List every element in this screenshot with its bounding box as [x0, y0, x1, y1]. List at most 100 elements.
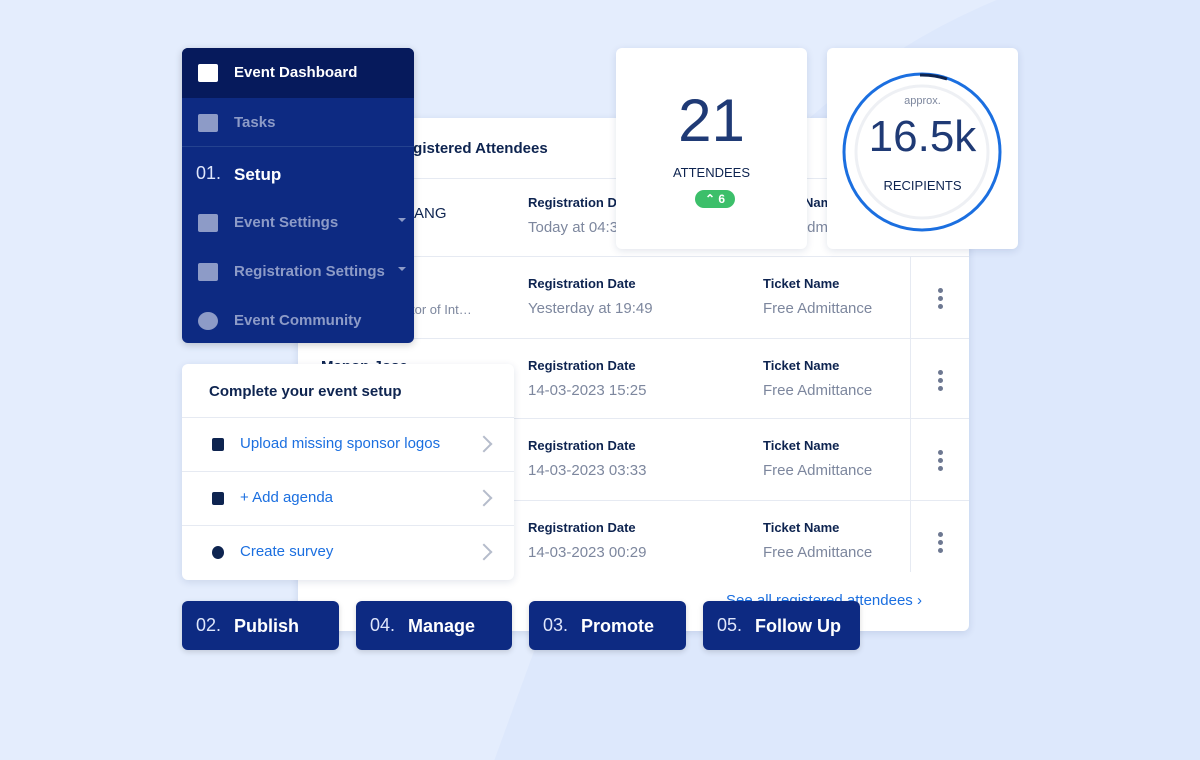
ticket-label: Ticket Name [763, 276, 840, 291]
date-label: Registration Date [528, 195, 636, 210]
icon [198, 214, 218, 232]
dot [938, 540, 943, 545]
dot [938, 532, 943, 537]
ticket-value: Free Admittance [763, 382, 873, 399]
nav-item[interactable]: 01. Setup [182, 148, 414, 197]
dot [938, 378, 943, 383]
page: Registered Attendees ANG Registration Dat… [182, 48, 1018, 650]
step-button[interactable]: 03. Promote [529, 601, 686, 650]
nav-item[interactable]: Registration Settings [182, 247, 414, 296]
caret [398, 218, 406, 226]
dot [938, 296, 943, 301]
step-number: 03. [543, 615, 569, 635]
step-number: 02. [196, 615, 222, 635]
step-button[interactable]: 04. Manage [356, 601, 512, 650]
date-label: Registration Date [528, 520, 636, 535]
ring-tick [919, 73, 948, 81]
setup-item[interactable]: Create survey [182, 525, 514, 580]
setup-card: Complete your event setup Upload missing… [182, 364, 514, 580]
attendees-stat: 21 ATTENDEES ⌃ 6 [616, 48, 807, 249]
nav-item[interactable]: Tasks [182, 98, 414, 147]
icon [212, 546, 224, 559]
note: approx. [904, 95, 941, 107]
date-value: 14-03-2023 15:25 [528, 382, 647, 399]
attendee-name: ANG [414, 205, 447, 222]
dot [938, 450, 943, 455]
nav-item[interactable]: Event Settings [182, 198, 414, 247]
chevron [475, 543, 493, 561]
chevron [475, 435, 493, 453]
step-label: Manage [408, 616, 476, 636]
stat-label: ATTENDEES [672, 165, 751, 180]
stat-label: RECIPIENTS [883, 178, 962, 193]
nav-item[interactable]: Event Community [182, 296, 414, 343]
icon [198, 64, 218, 82]
ticket-label: Ticket Name [763, 438, 840, 453]
date-label: Registration Date [528, 276, 636, 291]
ring [842, 72, 1002, 232]
stat-value: 21 [678, 87, 745, 154]
dot [938, 548, 943, 553]
dot [938, 466, 943, 471]
attendee-row: Registration Date 14-03-2023 00:29 Ticket … [298, 500, 969, 572]
nav-label: Event Settings [234, 214, 339, 231]
date-value: Today at 04:3 [528, 219, 619, 236]
step-button[interactable]: 02. Publish [182, 601, 339, 650]
dot [938, 458, 943, 463]
badge-value: 6 [718, 192, 726, 206]
date-value: 14-03-2023 03:33 [528, 462, 647, 479]
step-label: Publish [234, 616, 300, 636]
row-menu[interactable] [910, 501, 969, 572]
dot [938, 370, 943, 375]
date-label: Registration Date [528, 358, 636, 373]
ticket-value: Free Admittance [763, 544, 873, 561]
sidebar: Event Dashboard Tasks 01. Setup Event Set… [182, 48, 414, 343]
dot [938, 386, 943, 391]
step-number: 01. [196, 163, 222, 183]
icon [198, 114, 218, 132]
step-number: 05. [717, 615, 743, 635]
dot [938, 288, 943, 293]
dot [938, 304, 943, 309]
nav-label: Event Dashboard [234, 64, 358, 81]
badge: ⌃ 6 [695, 190, 735, 208]
attendees-title: Registered Attendees [394, 140, 548, 157]
step-number: 04. [370, 615, 396, 635]
recipients-stat: approx. 16.5k RECIPIENTS [827, 48, 1018, 249]
icon [198, 263, 218, 281]
date-value: 14-03-2023 00:29 [528, 544, 647, 561]
stat-value: 16.5k [868, 112, 977, 161]
step-button[interactable]: 05. Follow Up [703, 601, 860, 650]
ring-inner [854, 84, 990, 220]
setup-item-label: Create survey [240, 543, 334, 560]
attendee-row: Registration Date 14-03-2023 03:33 Ticket … [298, 418, 969, 500]
chevron [475, 489, 493, 507]
ticket-label: Ticket Name [763, 520, 840, 535]
setup-item-label: Upload missing sponsor logos [240, 435, 441, 452]
date-label: Registration Date [528, 438, 636, 453]
nav-label: Setup [234, 165, 282, 184]
row-menu[interactable] [910, 257, 969, 338]
setup-item[interactable]: Upload missing sponsor logos [182, 417, 514, 472]
attendee-subtitle: tor of Int… [411, 302, 472, 317]
nav-label: Registration Settings [234, 263, 385, 280]
setup-item[interactable]: + Add agenda [182, 471, 514, 526]
setup-title: Complete your event setup [209, 383, 402, 400]
nav-item[interactable]: Event Dashboard [182, 48, 414, 98]
caret [398, 267, 406, 275]
icon [212, 438, 224, 451]
nav-label: Tasks [234, 114, 276, 131]
ticket-value: Free Admittance [763, 462, 873, 479]
date-value: Yesterday at 19:49 [528, 300, 653, 317]
setup-item-label: + Add agenda [240, 489, 334, 506]
ticket-value: Free Admittance [763, 300, 873, 317]
row-menu[interactable] [910, 339, 969, 418]
icon [198, 312, 218, 330]
row-menu[interactable] [910, 419, 969, 500]
attendee-row: tor of Int… Registration Date Yesterday at… [298, 256, 969, 338]
step-label: Promote [581, 616, 655, 636]
nav-label: Event Community [234, 312, 362, 329]
ticket-label: Ticket Name [763, 358, 840, 373]
icon [212, 492, 224, 505]
step-label: Follow Up [755, 616, 841, 636]
